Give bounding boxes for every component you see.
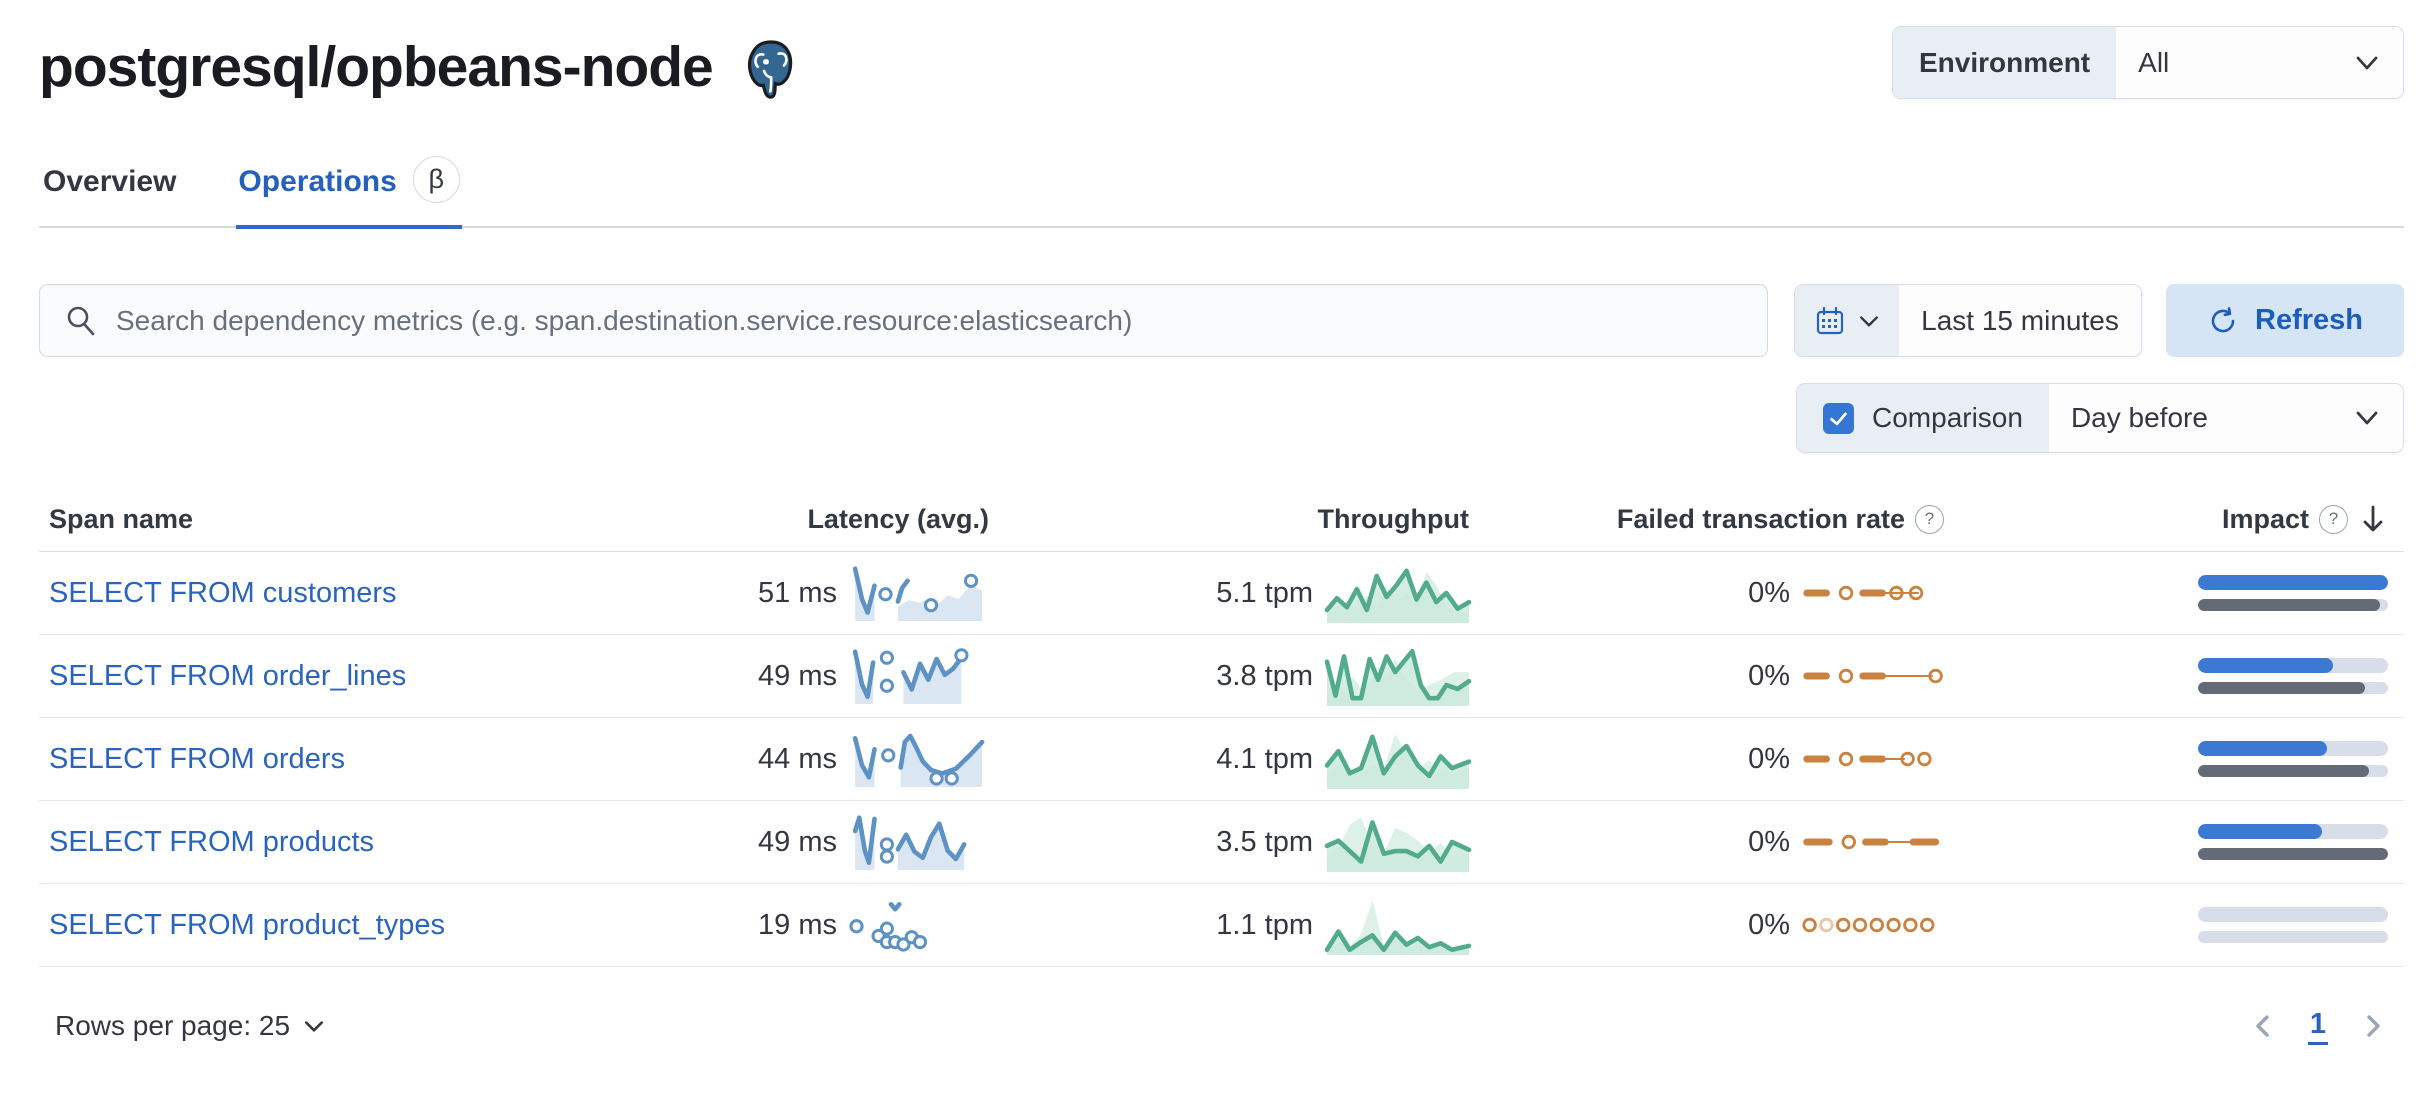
failed-rate-sparkline: [1803, 578, 1944, 608]
failed-rate-value: 0%: [1748, 908, 1790, 941]
search-icon: [67, 306, 95, 335]
throughput-sparkline: [1324, 563, 1472, 623]
impact-bars: [2198, 741, 2388, 777]
pagination: 1: [2246, 1007, 2390, 1045]
throughput-sparkline: [1324, 895, 1472, 955]
throughput-value: 3.8 tpm: [1216, 659, 1313, 692]
environment-value[interactable]: All: [2116, 27, 2403, 98]
check-icon: [1830, 412, 1847, 425]
postgresql-logo-icon: [747, 40, 792, 99]
failed-rate-value: 0%: [1748, 825, 1790, 858]
time-range-label: Last 15 minutes: [1921, 304, 2119, 336]
search-box[interactable]: [39, 284, 1768, 357]
time-range-button[interactable]: Last 15 minutes: [1899, 285, 2141, 356]
chevron-down-icon: [2356, 56, 2378, 69]
latency-sparkline: [851, 731, 989, 787]
tab-bar: Overview Operations β: [39, 148, 2404, 229]
span-link[interactable]: SELECT FROM orders: [49, 742, 345, 775]
table-row: SELECT FROM order_lines 49 ms 3.8 tpm 0%: [39, 635, 2404, 718]
title-group: postgresql/opbeans-node: [39, 26, 803, 102]
chevron-down-icon: [2356, 411, 2378, 425]
environment-selected: All: [2138, 46, 2170, 78]
rows-per-page-button[interactable]: Rows per page: 25: [55, 1010, 326, 1042]
page-title: postgresql/opbeans-node: [39, 35, 714, 99]
page-number[interactable]: 1: [2307, 1008, 2328, 1045]
page-header: postgresql/opbeans-node Environment All: [39, 26, 2404, 102]
beta-badge: β: [412, 156, 460, 203]
failed-rate-value: 0%: [1748, 576, 1790, 609]
comparison-control: Comparison Day before: [1796, 383, 2404, 453]
refresh-button[interactable]: Refresh: [2166, 284, 2404, 357]
column-failed-rate: Failed transaction rate ?: [1469, 504, 1944, 535]
throughput-value: 1.1 tpm: [1216, 908, 1313, 941]
throughput-value: 3.5 tpm: [1216, 825, 1313, 858]
table-row: SELECT FROM product_types 19 ms 1.1 tpm …: [39, 884, 2404, 967]
throughput-value: 4.1 tpm: [1216, 742, 1313, 775]
comparison-checkbox[interactable]: [1823, 402, 1854, 434]
toolbar: Last 15 minutes Refresh: [39, 284, 2404, 357]
operations-table: Span name Latency (avg.) Throughput Fail…: [39, 503, 2404, 967]
table-row: SELECT FROM orders 44 ms 4.1 tpm 0%: [39, 718, 2404, 801]
span-link[interactable]: SELECT FROM customers: [49, 576, 397, 609]
column-throughput: Throughput: [1317, 503, 1469, 534]
date-picker-quick-menu[interactable]: [1795, 285, 1899, 356]
chevron-down-icon: [305, 1021, 324, 1032]
latency-value: 19 ms: [758, 908, 837, 941]
comparison-label: Comparison: [1872, 402, 2023, 433]
column-latency: Latency (avg.): [807, 503, 989, 534]
impact-bars: [2198, 907, 2388, 943]
chevron-right-icon: [2367, 1015, 2380, 1037]
comparison-select[interactable]: Day before: [2048, 384, 2403, 452]
table-footer: Rows per page: 25 1: [39, 1007, 2404, 1045]
chevron-left-icon: [2256, 1015, 2269, 1037]
impact-bars: [2198, 575, 2388, 611]
failed-rate-value: 0%: [1748, 742, 1790, 775]
date-picker: Last 15 minutes: [1794, 284, 2142, 357]
span-link[interactable]: SELECT FROM product_types: [49, 908, 445, 941]
page: postgresql/opbeans-node Environment All …: [39, 26, 2404, 1045]
failed-rate-value: 0%: [1748, 659, 1790, 692]
latency-value: 49 ms: [758, 659, 837, 692]
tab-operations[interactable]: Operations β: [236, 148, 462, 229]
comparison-value: Day before: [2070, 402, 2208, 433]
table-row: SELECT FROM products 49 ms 3.5 tpm 0%: [39, 801, 2404, 884]
latency-sparkline: [851, 814, 989, 870]
impact-bars: [2198, 658, 2388, 694]
throughput-sparkline: [1324, 646, 1472, 706]
latency-value: 44 ms: [758, 742, 837, 775]
table-header-row: Span name Latency (avg.) Throughput Fail…: [39, 503, 2404, 552]
search-input[interactable]: [116, 304, 1743, 337]
span-link[interactable]: SELECT FROM products: [49, 825, 375, 858]
failed-rate-sparkline: [1803, 744, 1944, 774]
failed-rate-sparkline: [1802, 910, 1944, 940]
failed-rate-sparkline: [1803, 661, 1944, 691]
latency-sparkline: [851, 565, 989, 621]
question-icon[interactable]: ?: [1915, 504, 1944, 534]
throughput-sparkline: [1324, 812, 1472, 872]
throughput-value: 5.1 tpm: [1216, 576, 1313, 609]
sort-desc-icon: [2363, 505, 2383, 532]
column-impact[interactable]: Impact ?: [1944, 503, 2404, 535]
next-page-button[interactable]: [2356, 1007, 2390, 1045]
tab-overview[interactable]: Overview: [43, 165, 177, 198]
environment-select[interactable]: Environment All: [1892, 26, 2404, 99]
table-row: SELECT FROM customers 51 ms 5.1 tpm 0%: [39, 552, 2404, 635]
failed-rate-sparkline: [1803, 827, 1944, 857]
latency-sparkline: [851, 648, 989, 704]
calendar-icon: [1816, 306, 1844, 334]
comparison-checkbox-group[interactable]: Comparison: [1797, 384, 2049, 452]
latency-value: 51 ms: [758, 576, 837, 609]
chevron-down-icon: [1860, 315, 1878, 326]
column-span-name: Span name: [49, 503, 194, 534]
latency-value: 49 ms: [758, 825, 837, 858]
question-icon[interactable]: ?: [2319, 504, 2348, 534]
span-link[interactable]: SELECT FROM order_lines: [49, 659, 407, 692]
throughput-sparkline: [1324, 729, 1472, 789]
latency-sparkline: [849, 897, 989, 953]
previous-page-button[interactable]: [2246, 1007, 2280, 1045]
refresh-icon: [2211, 306, 2235, 332]
comparison-row: Comparison Day before: [39, 383, 2404, 453]
impact-bars: [2198, 824, 2388, 860]
environment-label: Environment: [1893, 27, 2117, 98]
